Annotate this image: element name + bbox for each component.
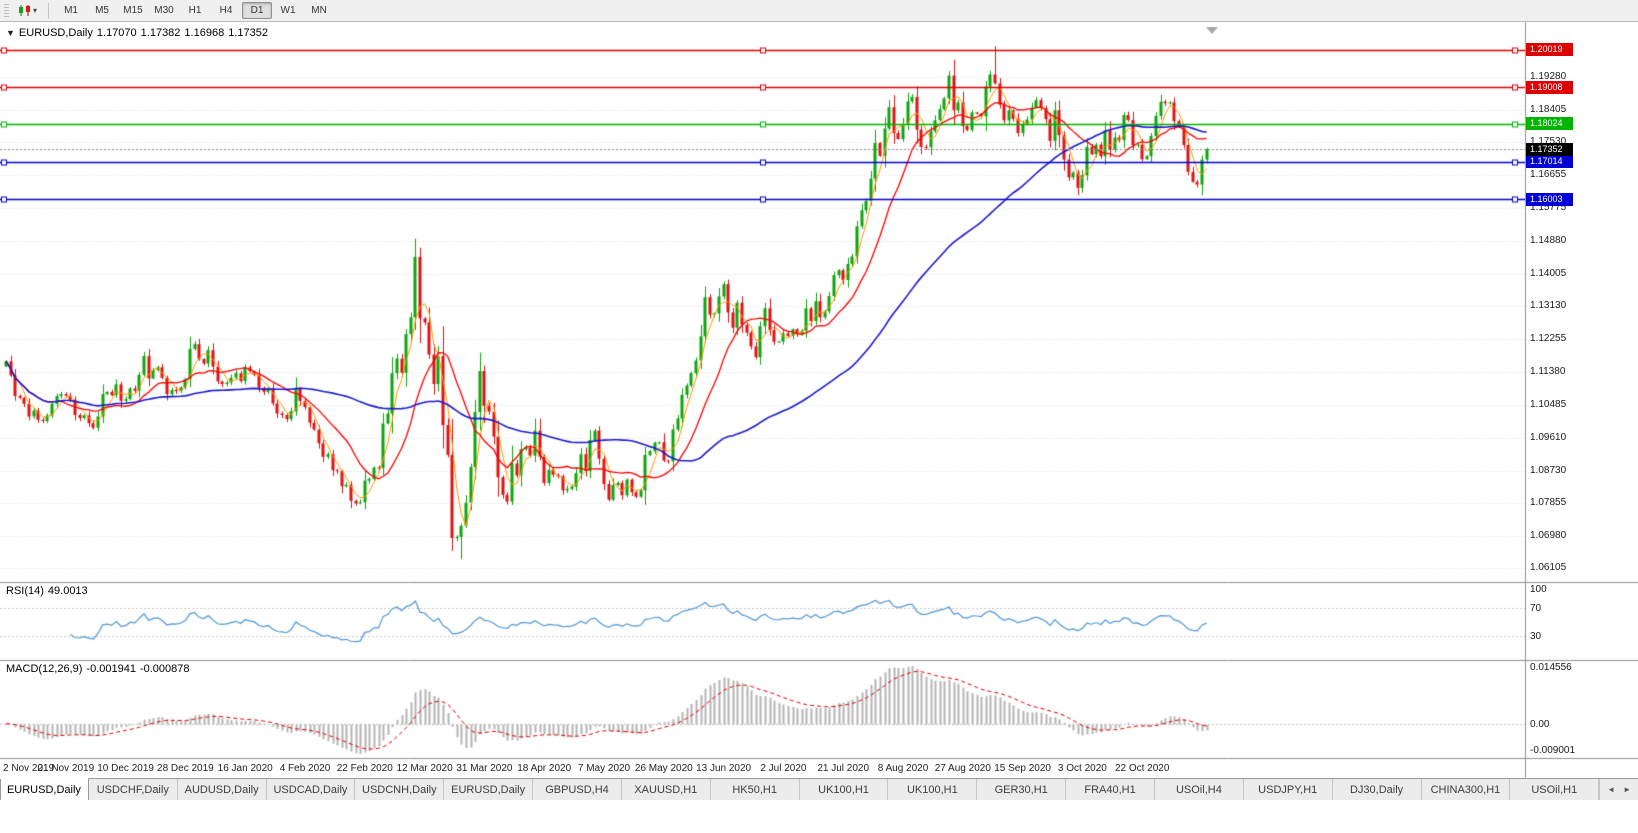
macd-signal-value: -0.000878 (139, 663, 190, 675)
ohlc-close: 1.17352 (228, 27, 268, 39)
chart-tab-8-hk50-h1[interactable]: HK50,H1 (711, 779, 800, 800)
chart-tab-4-usdcnh-daily[interactable]: USDCNH,Daily (355, 779, 445, 800)
chart-tab-11-ger30-h1[interactable]: GER30,H1 (977, 779, 1067, 800)
chart-tab-17-usoil-h1[interactable]: USOil,H1 (1510, 779, 1600, 800)
timeframe-button-w1[interactable]: W1 (280, 5, 296, 16)
tabs-scroll-left-button[interactable]: ◄ (1607, 785, 1616, 794)
chart-tab-16-china300-h1[interactable]: CHINA300,H1 (1422, 779, 1511, 800)
rsi-label: RSI(14) (6, 585, 44, 597)
timeframe-button-m1[interactable]: M1 (64, 5, 78, 16)
chart-canvas[interactable] (0, 22, 1638, 778)
chart-tab-10-uk100-h1[interactable]: UK100,H1 (888, 779, 978, 800)
chart-tab-3-usdcad-daily[interactable]: USDCAD,Daily (267, 779, 356, 800)
toolbar-separator (48, 2, 50, 19)
chart-tabs: EURUSD,Daily USDCHF,Daily AUDUSD,Daily USDC… (0, 778, 1600, 800)
tabs-scroll-buttons: ◄ ► (1599, 779, 1638, 800)
one-click-trading-arrow-icon[interactable]: ▼ (6, 28, 15, 38)
chart-tab-13-usoil-h4[interactable]: USOil,H4 (1155, 779, 1244, 800)
symbol-label: EURUSD,Daily (18, 27, 93, 39)
chart-tab-9-uk100-h1[interactable]: UK100,H1 (800, 779, 889, 800)
chart-tab-12-fra40-h1[interactable]: FRA40,H1 (1066, 779, 1155, 800)
chart-tab-15-dj30-daily[interactable]: DJ30,Daily (1333, 779, 1422, 800)
chart-tab-0-eurusd-daily[interactable]: EURUSD,Daily (0, 778, 89, 800)
symbol-ohlc-line: ▼ EURUSD,Daily 1.17070 1.17382 1.16968 1.1735… (6, 27, 272, 39)
chart-tab-6-gbpusd-h4[interactable]: GBPUSD,H4 (533, 779, 622, 800)
macd-main-value: -0.001941 (86, 663, 136, 675)
chart-area: ▼ EURUSD,Daily 1.17070 1.17382 1.16968 1.1735… (0, 22, 1638, 778)
chart-tab-1-usdchf-daily[interactable]: USDCHF,Daily (89, 779, 178, 800)
timeframe-button-h4[interactable]: H4 (219, 5, 233, 16)
candlestick-chart-icon (19, 5, 30, 16)
chart-tab-2-audusd-daily[interactable]: AUDUSD,Daily (178, 779, 267, 800)
rsi-value: 49.0013 (47, 585, 88, 597)
timeframe-button-m5[interactable]: M5 (95, 5, 109, 16)
ohlc-low: 1.16968 (184, 27, 225, 39)
timeframe-buttons: M1 M5 M15 M30 H1 H4 D1 W1 MN (56, 2, 334, 19)
timeframe-button-mn[interactable]: MN (311, 5, 327, 16)
macd-label: MACD(12,26,9) (6, 663, 83, 675)
chart-type-button[interactable]: ▾ (14, 2, 41, 19)
ohlc-open: 1.17070 (96, 27, 137, 39)
macd-header: MACD(12,26,9) -0.001941 -0.000878 (6, 663, 194, 675)
timeframe-button-m30[interactable]: M30 (154, 5, 174, 16)
timeframe-button-h1[interactable]: H1 (188, 5, 202, 16)
tabs-scroll-right-button[interactable]: ► (1623, 785, 1631, 794)
chart-tab-5-eurusd-daily[interactable]: EURUSD,Daily (444, 779, 534, 800)
ohlc-high: 1.17382 (140, 27, 181, 39)
rsi-header: RSI(14) 49.0013 (6, 585, 92, 597)
timeframe-button-m15[interactable]: M15 (123, 5, 143, 16)
chart-tabs-bar: EURUSD,Daily USDCHF,Daily AUDUSD,Daily USDC… (0, 778, 1638, 800)
chevron-down-icon: ▾ (33, 5, 38, 15)
chart-tab-14-usdjpy-h1[interactable]: USDJPY,H1 (1244, 779, 1333, 800)
timeframe-button-d1[interactable]: D1 (242, 2, 273, 19)
status-bar (0, 800, 1638, 833)
chart-tab-7-xauusd-h1[interactable]: XAUUSD,H1 (622, 779, 711, 800)
toolbar-grip[interactable] (4, 3, 9, 18)
timeframe-toolbar: ▾ M1 M5 M15 M30 H1 H4 D1 W1 MN (0, 0, 1638, 22)
